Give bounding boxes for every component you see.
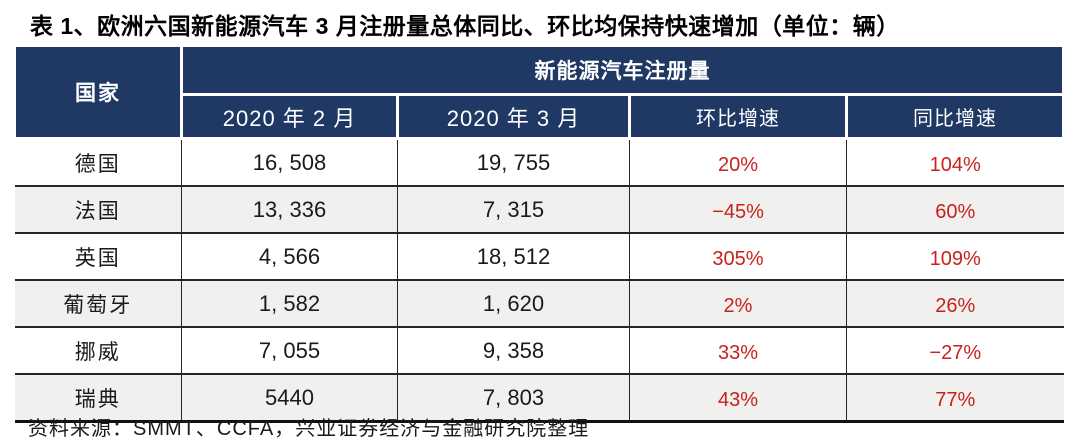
cell-yoy-growth: 109%: [846, 232, 1064, 280]
cell-mar-value: 9, 358: [397, 326, 630, 374]
header-yoy-growth: 同比增速: [845, 93, 1065, 140]
cell-mar-value: 1, 620: [397, 279, 630, 327]
cell-feb-value: 7, 055: [181, 326, 398, 374]
table-header: 国家 新能源汽车注册量 2020 年 2 月 2020 年 3 月 环比增速 同…: [13, 44, 1065, 140]
cell-mar-value: 7, 315: [397, 185, 630, 233]
table-title: 表 1、欧洲六国新能源汽车 3 月注册量总体同比、环比均保持快速增加（单位：辆）: [30, 13, 900, 39]
cell-mom-growth: 33%: [629, 326, 847, 374]
cell-country: 英国: [14, 232, 182, 280]
table-body: 德国 16, 508 19, 755 20% 104% 法国 13, 336 7…: [14, 138, 1064, 423]
cell-mom-growth: 305%: [629, 232, 847, 280]
cell-country: 葡萄牙: [14, 279, 182, 327]
cell-country: 德国: [74, 152, 121, 176]
cell-yoy-growth: −27%: [846, 326, 1064, 374]
header-country: 国家: [13, 44, 183, 140]
table-row: 瑞典 5440 7, 803 43% 77%: [14, 373, 1064, 423]
cell-country: 瑞典: [14, 373, 182, 423]
cell-mar-value: 18, 512: [397, 232, 630, 280]
cell-yoy-growth: 26%: [846, 279, 1064, 327]
cell-mom-growth: 43%: [629, 373, 847, 423]
cell-feb-value: 1, 582: [181, 279, 398, 327]
table-row: 葡萄牙 1, 582 1, 620 2% 26%: [14, 279, 1064, 327]
cell-feb-value: 13, 336: [181, 185, 398, 233]
table-row: 德国 16, 508 19, 755 20% 104%: [15, 138, 1064, 186]
header-row-group: 国家 新能源汽车注册量: [13, 44, 1065, 140]
nev-registration-table: 国家 新能源汽车注册量 2020 年 2 月 2020 年 3 月 环比增速 同…: [13, 44, 1065, 423]
table-row: 英国 4, 566 18, 512 305% 109%: [14, 232, 1064, 280]
cell-country: 法国: [14, 185, 182, 233]
header-group-registrations: 新能源汽车注册量: [180, 44, 1065, 96]
cell-feb-value: 5440: [181, 373, 398, 423]
cell-mar-value: 7, 803: [397, 373, 630, 423]
table-row: 法国 13, 336 7, 315 −45% 60%: [14, 185, 1064, 233]
header-mom-growth: 环比增速: [628, 93, 848, 140]
cell-mom-growth: −45%: [629, 185, 847, 233]
cell-yoy-growth: 60%: [846, 185, 1064, 233]
cell-yoy-growth: 104%: [846, 138, 1064, 186]
cell-feb-value: 4, 566: [181, 232, 398, 280]
cell-mom-growth: 20%: [629, 138, 847, 186]
header-row-columns: 2020 年 2 月 2020 年 3 月 环比增速 同比增速: [15, 93, 1065, 140]
data-source-note: 资料来源：SMMT、CCFA，兴业证券经济与金融研究院整理: [28, 418, 590, 440]
table-row: 挪威 7, 055 9, 358 33% −27%: [14, 326, 1064, 374]
cell-country: 挪威: [14, 326, 182, 374]
header-feb-2020: 2020 年 2 月: [180, 93, 399, 140]
cell-yoy-growth: 77%: [846, 373, 1064, 423]
header-mar-2020: 2020 年 3 月: [396, 93, 631, 140]
cell-mom-growth: 2%: [629, 279, 847, 327]
cell-mar-value: 19, 755: [397, 138, 630, 186]
cell-feb-value: 16, 508: [181, 138, 398, 186]
